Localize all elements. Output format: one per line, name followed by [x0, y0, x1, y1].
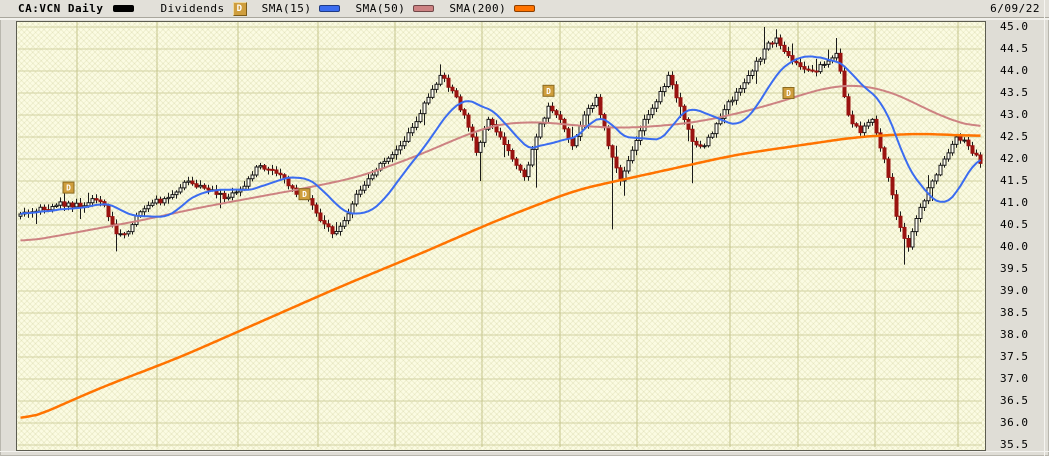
y-axis-label: 36.0: [1000, 416, 1029, 429]
y-axis-label: 44.0: [1000, 64, 1029, 77]
y-axis-label: 43.0: [1000, 108, 1029, 121]
candlestick-chart[interactable]: D D D D: [17, 22, 983, 448]
dividend-marker: D: [62, 181, 75, 194]
dividends-label: Dividends: [160, 2, 225, 15]
dividend-marker: D: [298, 188, 311, 201]
y-axis-label: 40.0: [1000, 240, 1029, 253]
y-axis-label: 38.5: [1000, 306, 1029, 319]
sma15-line: [20, 55, 982, 218]
svg-text:D: D: [302, 190, 307, 199]
window-bottom-groove: [0, 451, 1049, 452]
horizontal-gridlines: [18, 26, 982, 446]
y-axis-label: 37.5: [1000, 350, 1029, 363]
dividend-marker: D: [542, 84, 555, 97]
sma50-label: SMA(50): [355, 2, 406, 15]
svg-text:D: D: [66, 184, 71, 193]
price-series-swatch-icon: [113, 5, 135, 12]
y-axis-label: 36.5: [1000, 394, 1029, 407]
month-gridlines: [76, 22, 959, 447]
y-axis-label: 41.5: [1000, 174, 1029, 187]
sma15-swatch-icon: [319, 5, 341, 12]
y-axis-label: 39.5: [1000, 262, 1029, 275]
y-axis-label: 38.0: [1000, 328, 1029, 341]
sma200-label: SMA(200): [449, 2, 507, 15]
dividend-badge-icon: D: [232, 1, 247, 16]
y-axis-label: 45.0: [1000, 20, 1029, 33]
y-axis-label: 42.0: [1000, 152, 1029, 165]
symbol-label: CA:VCN Daily: [18, 2, 104, 15]
y-axis-label: 44.5: [1000, 42, 1029, 55]
y-axis-label: 39.0: [1000, 284, 1029, 297]
svg-text:D: D: [786, 89, 791, 98]
chart-plot-area[interactable]: D D D D: [16, 21, 986, 451]
down-candle-bodies: [26, 37, 983, 248]
y-axis-label: 43.5: [1000, 86, 1029, 99]
dividend-markers: D D D D: [62, 84, 795, 201]
dividend-marker: D: [782, 87, 795, 99]
y-axis-label: 37.0: [1000, 372, 1029, 385]
y-axis-label: 35.5: [1000, 438, 1029, 451]
sma200-swatch-icon: [514, 5, 536, 12]
y-axis-label: 42.5: [1000, 130, 1029, 143]
chart-date: 6/09/22: [990, 2, 1040, 15]
y-axis-label: 40.5: [1000, 218, 1029, 231]
y-axis-label: 41.0: [1000, 196, 1029, 209]
sma50-line: [20, 84, 981, 242]
chart-legend-bar: CA:VCN Daily Dividends D SMA(15) SMA(50)…: [0, 0, 1049, 18]
sma200-line: [20, 132, 981, 419]
sma50-swatch-icon: [413, 5, 435, 12]
window-edge-groove: [1044, 0, 1045, 456]
svg-text:D: D: [546, 87, 551, 96]
sma15-label: SMA(15): [261, 2, 312, 15]
